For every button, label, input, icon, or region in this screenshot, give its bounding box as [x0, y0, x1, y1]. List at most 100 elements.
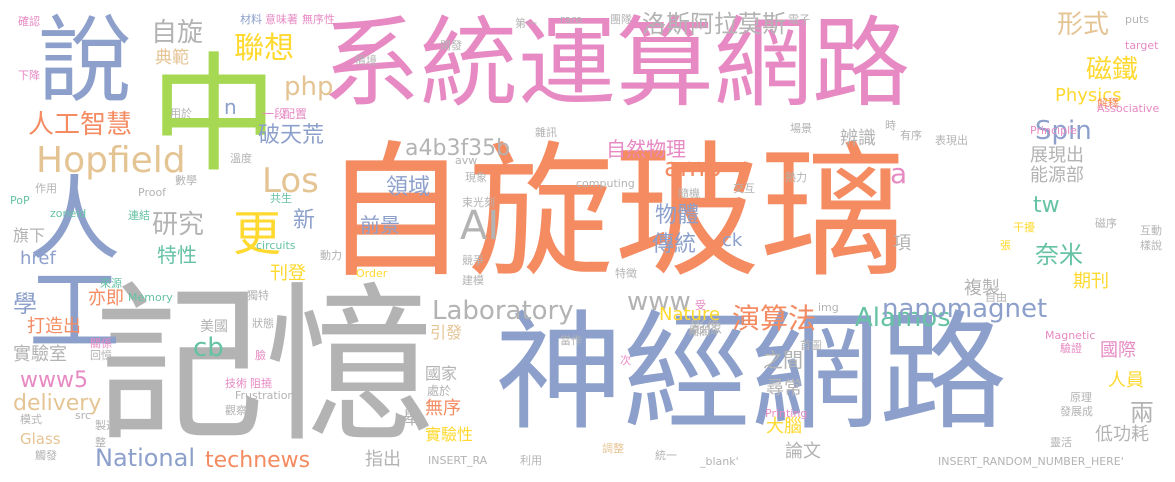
word: 下降: [18, 69, 40, 82]
word: Magnetic: [1045, 329, 1096, 342]
word: 解釋: [1097, 97, 1119, 110]
word: _blank': [700, 455, 739, 468]
word: 傳統: [652, 232, 697, 257]
word: puts: [1125, 13, 1149, 26]
word: 束光刻: [462, 196, 495, 209]
word: 原理: [1070, 391, 1092, 404]
word: php: [284, 72, 334, 102]
word: 團隊: [610, 13, 632, 26]
word: circuits: [256, 239, 296, 252]
word: 之間: [763, 348, 803, 372]
word: 影像: [690, 318, 723, 337]
word: INSERT_RANDOM_NUMBER_HERE': [938, 455, 1124, 468]
word: href: [20, 248, 56, 269]
word: 學: [13, 290, 37, 318]
word: 自然物理: [606, 137, 686, 161]
word: 實驗室: [13, 344, 67, 365]
word: 磁鐵: [1086, 55, 1139, 85]
word: Laboratory: [432, 296, 574, 326]
word: 競爭: [462, 254, 484, 267]
word: Proof: [138, 186, 167, 199]
word: 狀態: [252, 317, 274, 330]
word: ck: [722, 230, 743, 251]
word: 確認: [18, 15, 40, 28]
word: nanomagnet: [882, 294, 1048, 324]
word: www: [627, 287, 691, 317]
word: 相關: [688, 325, 710, 338]
word: 連結: [128, 209, 150, 222]
word: Spin: [1035, 116, 1092, 146]
word: 數學: [175, 174, 197, 187]
word: 製造: [95, 419, 117, 432]
word: 新: [293, 208, 316, 233]
word: 處於: [427, 384, 452, 398]
word: Printing: [765, 407, 808, 420]
word: 靈活: [1050, 436, 1072, 449]
word: 領域: [386, 175, 431, 200]
word: 來源: [100, 277, 122, 290]
word: 當作: [560, 334, 582, 347]
word: 場景: [790, 122, 812, 135]
word: 研究: [152, 210, 205, 240]
word: cb: [193, 333, 224, 363]
word: 整: [95, 436, 106, 449]
word: 有序: [900, 129, 922, 142]
word: 隨機: [678, 187, 700, 200]
word: 次: [620, 354, 631, 367]
word: n: [224, 95, 237, 119]
word: 驗證: [1060, 342, 1082, 355]
word: 溫度: [230, 152, 252, 165]
word: 奈米: [1035, 241, 1083, 269]
word: 雜訊: [535, 126, 557, 139]
word: 自旋玻璃: [322, 128, 906, 298]
word: 交互: [733, 182, 755, 195]
word: 發展成: [1060, 405, 1093, 418]
word: 前景: [360, 213, 400, 237]
word: 統一: [655, 449, 677, 462]
word: Memory: [128, 291, 173, 304]
word: 尋常: [766, 378, 802, 399]
word: 現象: [465, 171, 487, 184]
word: 破天荒: [258, 123, 325, 148]
word: src: [75, 409, 92, 422]
word: 辨識: [840, 128, 876, 149]
word: INSERT_RA: [428, 454, 488, 467]
word: 臉: [255, 349, 266, 362]
word: 形式: [1057, 10, 1110, 40]
word: 技術: [225, 377, 247, 390]
word: 複製: [964, 278, 1000, 299]
word: 大腦: [766, 416, 802, 437]
word: 國家: [425, 364, 458, 383]
word: Order: [356, 267, 388, 280]
word: Physics: [1055, 85, 1122, 106]
word: rare: [560, 13, 583, 26]
word: 無序: [425, 398, 461, 419]
word: Los: [262, 161, 319, 201]
word: 回憶: [90, 349, 112, 362]
word: target: [1125, 39, 1159, 52]
word: 人工智慧: [28, 110, 133, 140]
word: 觀察: [225, 404, 247, 417]
word: 一段: [262, 107, 287, 121]
word: 互動: [1140, 224, 1162, 237]
word: 動力: [320, 249, 342, 262]
word: 熱力: [785, 171, 807, 184]
word: 系統運算網路: [322, 7, 911, 121]
word: 亦即: [88, 288, 124, 309]
word: 模式: [20, 413, 42, 426]
word: 調整: [602, 442, 624, 455]
word: 首圖: [800, 339, 822, 352]
word: 期刊: [1073, 271, 1109, 292]
word: 材料: [240, 13, 262, 26]
word: 作用: [35, 182, 57, 195]
word: zoneid: [50, 207, 87, 220]
word: 用於: [170, 107, 192, 120]
word: avw: [455, 154, 478, 167]
word: 配置: [283, 107, 308, 121]
word: computing: [576, 177, 635, 190]
word: 舉: [403, 408, 421, 429]
word: 受: [695, 299, 706, 312]
word: 阻撓: [250, 377, 272, 390]
word: www5: [20, 368, 88, 393]
